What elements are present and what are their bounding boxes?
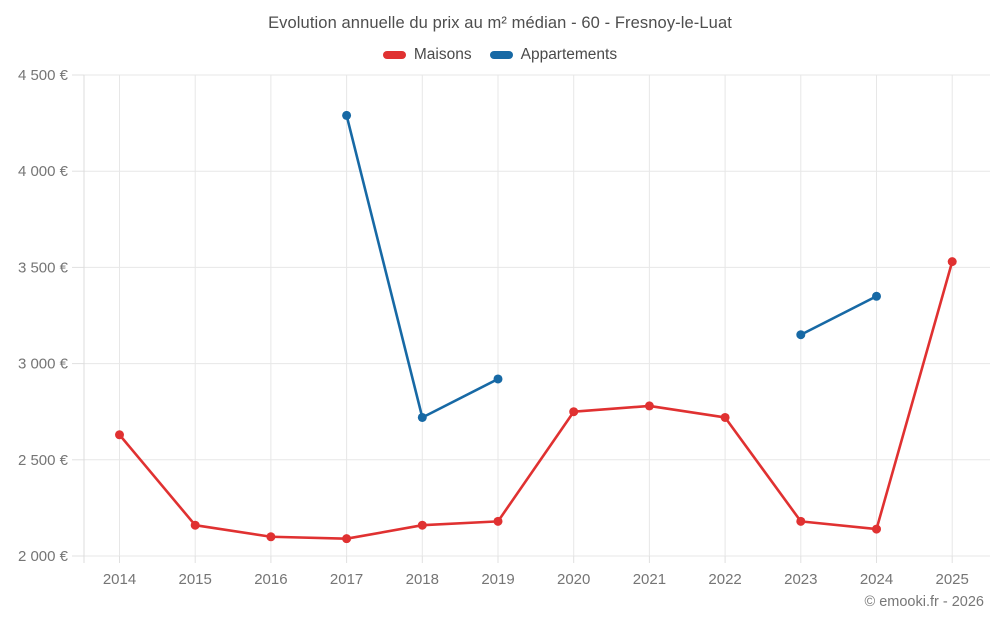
data-point-maisons-2014[interactable] (115, 430, 124, 440)
data-point-maisons-2019[interactable] (493, 516, 503, 526)
legend-marker-appartements-icon (489, 51, 513, 59)
data-point-maisons-2018[interactable] (417, 520, 427, 530)
data-point-maisons-2017[interactable] (342, 534, 352, 544)
chart-title: Evolution annuelle du prix au m² médian … (268, 14, 732, 32)
data-point-maisons-2024[interactable] (872, 524, 881, 534)
y-axis-label: 3 500 € (18, 259, 69, 276)
x-axis-label: 2018 (406, 571, 439, 588)
x-axis-label: 2019 (481, 571, 514, 588)
data-point-maisons-2021[interactable] (644, 401, 654, 411)
copyright-credit: © emooki.fr - 2026 (864, 594, 984, 610)
x-axis-label: 2016 (254, 571, 287, 588)
data-point-appartements-2023[interactable] (796, 330, 806, 340)
x-axis-label: 2017 (330, 571, 363, 588)
data-point-appartements-2019[interactable] (493, 374, 503, 384)
x-axis-label: 2014 (103, 571, 136, 588)
y-axis-label: 2 500 € (18, 452, 69, 469)
legend-item-maisons[interactable]: Maisons (382, 46, 472, 64)
series-line-maisons (118, 260, 954, 540)
chart-legend: Maisons Appartements (0, 46, 1000, 64)
y-axis-label: 2 000 € (18, 548, 69, 565)
x-axis-label: 2015 (179, 571, 212, 588)
x-axis-label: 2021 (633, 571, 666, 588)
data-point-maisons-2015[interactable] (190, 520, 200, 530)
data-point-maisons-2016[interactable] (266, 532, 276, 542)
x-axis-label: 2023 (784, 571, 817, 588)
y-axis-label: 3 000 € (18, 356, 69, 373)
data-point-appartements-2017[interactable] (342, 110, 352, 120)
legend-item-appartements[interactable]: Appartements (489, 46, 618, 64)
x-axis-label: 2024 (860, 571, 893, 588)
data-point-appartements-2024[interactable] (872, 291, 881, 301)
data-point-maisons-2022[interactable] (720, 412, 730, 422)
legend-marker-maisons-icon (382, 51, 406, 59)
data-point-maisons-2020[interactable] (569, 407, 579, 417)
x-axis-label: 2022 (708, 571, 741, 588)
data-point-maisons-2023[interactable] (796, 516, 806, 526)
series-line-appartements (799, 294, 878, 337)
x-axis-label: 2020 (557, 571, 590, 588)
legend-label-appartements: Appartements (520, 46, 618, 63)
legend-label-maisons: Maisons (413, 46, 472, 63)
y-axis-label: 4 500 € (18, 67, 69, 84)
x-axis-label: 2025 (936, 571, 969, 588)
data-point-maisons-2025[interactable] (947, 257, 957, 267)
y-axis-label: 4 000 € (18, 163, 69, 180)
data-point-appartements-2018[interactable] (417, 412, 427, 422)
